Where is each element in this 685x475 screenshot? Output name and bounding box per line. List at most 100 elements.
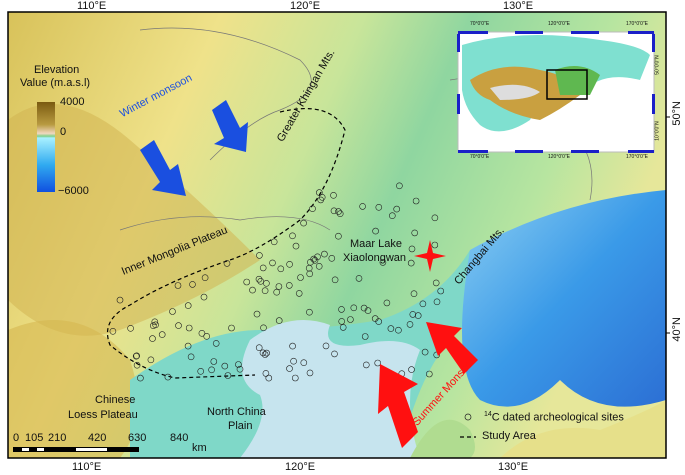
site-marker [253,310,261,318]
sites-superscript: 14 [484,411,492,418]
site-marker [212,340,220,347]
site-marker [410,290,418,298]
xiaolongwan-label: Xiaolongwan [343,252,406,264]
site-marker [300,359,308,367]
site-marker [408,366,415,373]
bottom-tick-label: 130°E [498,461,529,473]
site-marker [127,324,134,332]
site-marker [338,306,345,313]
site-marker [263,279,270,287]
site-marker [269,259,276,267]
site-marker [311,256,319,264]
site-marker [152,321,159,329]
site-marker [425,370,433,378]
site-marker [409,311,417,318]
inset-top-tick: 70°0'0"E [470,21,490,27]
highland-area [8,104,260,336]
site-marker [175,322,182,329]
site-marker [224,372,232,379]
legend-subtitle: Value (m.a.s.l) [20,77,91,89]
site-marker [339,324,347,331]
site-marker [306,308,313,316]
site-marker [262,370,270,377]
loess-plateau-label: Loess Plateau [68,409,138,421]
inset-bottom-tick: 70°0'0"E [470,154,490,160]
site-marker [198,329,206,337]
bohai-sea [240,320,420,458]
site-marker [408,245,416,253]
site-marker [306,369,314,377]
site-marker [289,342,296,350]
site-marker [383,299,391,307]
top-tick-label: 120°E [290,0,321,12]
site-marker [314,253,321,261]
site-marker [361,333,369,340]
site-marker [137,374,144,382]
site-marker [330,207,338,215]
site-marker [350,304,358,312]
site-marker [184,302,192,309]
site-marker [259,349,267,357]
sea-of-japan [462,190,666,407]
maar-lake-star-icon [414,240,446,272]
inset-right-tick: 50°0'0"N [654,55,661,75]
site-marker [421,348,429,356]
study-area-legend-label: Study Area [482,430,536,442]
site-marker [331,350,338,358]
site-marker [275,317,283,324]
site-marker [396,182,403,190]
site-marker [261,351,269,358]
site-marker [432,279,440,287]
site-marker [431,241,439,249]
site-legend-marker [464,413,472,421]
site-marker [290,357,297,365]
site-marker [208,366,215,374]
site-marker [321,250,328,258]
site-marker [164,373,172,381]
site-marker [433,298,441,306]
site-marker [315,189,323,196]
site-marker [359,203,366,210]
site-marker [315,262,323,270]
summer-arrow [378,364,418,448]
loess-plateau-area [8,320,138,458]
site-marker [285,282,293,289]
site-marker [261,287,269,295]
right-tick-label: 40°N [671,317,683,342]
site-marker [322,342,330,350]
site-marker [387,325,395,332]
site-marker [116,296,124,304]
inset-top-tick: 120°0'0"E [548,21,570,27]
scale-bar-segment [22,448,29,451]
site-marker [200,293,208,301]
site-marker [273,288,281,296]
site-marker [147,356,155,364]
site-marker [379,259,387,266]
winter-monsoon-arrows [140,100,248,196]
site-marker [189,281,196,288]
site-marker [184,342,192,350]
site-marker [364,307,372,314]
site-marker [235,361,242,368]
site-marker [286,260,293,268]
site-marker [109,327,117,335]
site-marker [331,276,339,284]
site-marker [256,252,263,259]
plain-label: Plain [228,420,253,432]
site-marker [275,283,283,290]
site-marker [375,204,383,211]
legend-max: 4000 [60,96,85,108]
scale-tick: 630 [128,432,147,444]
site-marker [295,290,303,297]
scale-tick: 840 [170,432,189,444]
summer-arrow [426,322,478,374]
scale-unit: km [192,442,207,454]
elevation-colorbar [37,102,55,192]
site-marker [292,242,300,250]
bottom-tick-label: 110°E [72,461,102,473]
site-marker [355,275,363,282]
site-marker [187,353,195,361]
site-marker [393,205,401,213]
